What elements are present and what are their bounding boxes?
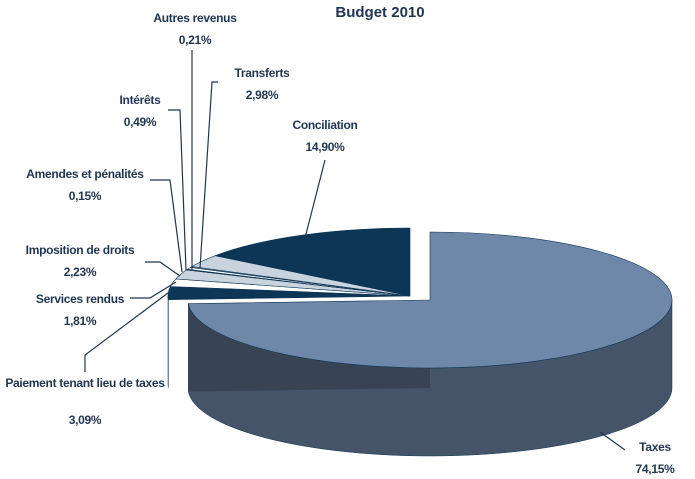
slice-label: Imposition de droits (25, 243, 135, 257)
chart-title: Budget 2010 (335, 4, 425, 21)
pie (167, 227, 673, 457)
slice-value-label: 2,98% (245, 88, 279, 102)
leader-line (150, 179, 183, 273)
leader-line (84, 289, 173, 372)
leader-line (145, 261, 181, 277)
slice-value-label: 74,15% (635, 462, 675, 476)
leader-line (168, 109, 187, 271)
slice (187, 231, 673, 369)
slice-value-label: 2,23% (63, 265, 97, 279)
slice-label: Taxes (639, 440, 671, 454)
leader-lines (84, 50, 626, 451)
slice-value-label: 3,09% (68, 413, 102, 427)
slice-label: Intérêts (119, 93, 161, 107)
leader-line (599, 431, 626, 451)
slice-value-label: 0,21% (178, 33, 212, 47)
leader-line (199, 81, 218, 269)
slice-value-label: 14,90% (305, 140, 345, 154)
slice-label: Transferts (234, 66, 290, 80)
slice-value-label: 0,15% (68, 189, 102, 203)
leader-line (130, 281, 177, 299)
leader-line (304, 159, 326, 239)
slice-value-label: 0,49% (123, 115, 157, 129)
slice-label: Amendes et pénalités (26, 167, 144, 181)
slice-label: Services rendus (35, 292, 125, 306)
slice-label: Autres revenus (153, 11, 237, 25)
slice-label: Paiement tenant lieu de taxes (5, 376, 165, 390)
slice-label: Conciliation (292, 118, 358, 132)
slice (214, 227, 411, 297)
slice-value-label: 1,81% (63, 314, 97, 328)
